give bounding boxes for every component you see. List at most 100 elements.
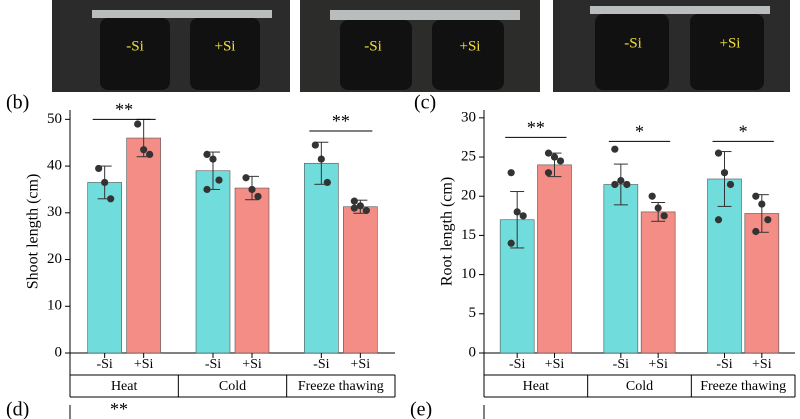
data-point [134, 120, 142, 128]
photo-label: +Si [720, 35, 741, 51]
photo-label: -Si [624, 35, 642, 51]
data-point [660, 212, 668, 220]
panel-label: (e) [410, 399, 432, 419]
x-tick-label: +Si [752, 357, 772, 372]
y-tick-label: 20 [461, 188, 476, 204]
data-point [101, 178, 109, 187]
data-point [215, 176, 223, 184]
pot [595, 14, 669, 90]
photo-label: -Si [126, 38, 144, 54]
significance: ** [110, 399, 128, 419]
data-point [362, 206, 370, 215]
photo-label: +Si [460, 38, 481, 54]
y-axis-label: Shoot length (cm) [25, 174, 42, 290]
data-point [617, 176, 625, 185]
x-tick-label: +Si [351, 357, 371, 372]
y-tick-label: 30 [461, 109, 476, 125]
plate [330, 10, 520, 20]
data-point [242, 174, 250, 182]
data-point [544, 169, 553, 177]
data-point [350, 204, 358, 212]
y-tick-label: 15 [461, 227, 476, 243]
y-tick-label: 0 [469, 344, 477, 360]
significance: * [739, 121, 748, 141]
data-point [107, 195, 115, 203]
pot [340, 20, 412, 90]
x-tick-label: -Si [96, 357, 112, 372]
y-axis-label: Root length (cm) [439, 177, 456, 286]
bar [87, 182, 122, 354]
bar [126, 137, 161, 354]
data-point [519, 212, 527, 220]
data-point [203, 150, 211, 158]
x-tick-label: +Si [545, 357, 565, 372]
x-tick-label: +Si [134, 357, 154, 372]
group-label: Freeze thawing [700, 379, 786, 394]
x-tick-label: -Si [613, 357, 629, 372]
y-tick-label: 25 [461, 148, 476, 164]
data-point [654, 204, 662, 212]
data-point [720, 169, 729, 177]
x-tick-label: -Si [205, 357, 221, 372]
bar [707, 178, 742, 354]
pot [100, 18, 170, 90]
y-tick-label: 5 [469, 305, 477, 321]
data-point [203, 185, 211, 194]
data-point [764, 216, 772, 224]
x-tick-label: -Si [313, 357, 329, 372]
data-point [507, 169, 515, 177]
data-point [248, 185, 256, 194]
group-label: Heat [111, 379, 138, 394]
y-tick-label: 0 [55, 344, 63, 360]
group-label: Cold [626, 379, 653, 394]
x-tick-label: +Si [648, 357, 668, 372]
data-point [513, 208, 521, 216]
group-label: Heat [523, 379, 550, 394]
x-tick-label: +Si [242, 357, 262, 372]
data-point [95, 164, 103, 173]
significance: ** [115, 99, 133, 119]
y-tick-label: 50 [47, 111, 62, 127]
pot [190, 18, 260, 90]
data-point [752, 192, 760, 200]
group-label: Freeze thawing [298, 379, 384, 394]
y-tick-label: 30 [47, 204, 62, 220]
photo-label: -Si [364, 38, 382, 54]
x-tick-label: -Si [509, 357, 525, 372]
data-point [140, 146, 148, 154]
panel-label: (c) [414, 92, 436, 114]
y-tick-label: 40 [47, 158, 62, 174]
data-point [648, 192, 656, 200]
data-point [556, 157, 565, 165]
data-point [550, 153, 559, 161]
plate [92, 10, 272, 18]
x-tick-label: -Si [716, 357, 732, 372]
photo-panel: -Si +Si [52, 0, 290, 92]
data-point [611, 180, 619, 189]
data-point [350, 197, 358, 205]
significance: * [635, 121, 644, 141]
data-point [356, 202, 364, 210]
data-point [726, 180, 735, 189]
bar [304, 162, 339, 354]
pot [690, 14, 764, 90]
data-point [714, 216, 723, 224]
significance: ** [332, 111, 350, 131]
photo-label: +Si [215, 38, 236, 54]
data-point [317, 155, 325, 163]
data-point [758, 200, 766, 208]
data-point [146, 150, 154, 158]
group-label: Cold [219, 379, 246, 394]
pot [432, 20, 504, 90]
bar [234, 187, 270, 354]
y-tick-label: 20 [47, 251, 62, 267]
data-point [752, 227, 760, 236]
y-tick-label: 10 [47, 298, 62, 314]
bar [640, 211, 676, 354]
data-point [323, 178, 331, 187]
data-point [714, 149, 723, 157]
photo-panel: -Si +Si [300, 0, 540, 92]
panel-label: (b) [6, 92, 29, 114]
bar [343, 206, 378, 354]
